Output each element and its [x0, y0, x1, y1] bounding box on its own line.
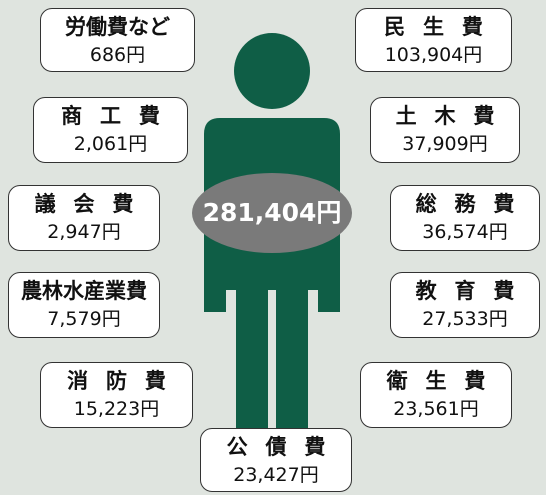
expense-box: 公債費 23,427円: [200, 428, 352, 492]
expense-box: 労働費など 686円: [40, 8, 195, 72]
expense-box: 民生費 103,904円: [355, 8, 512, 72]
expense-box: 消防費 15,223円: [40, 362, 193, 428]
expense-amount: 2,947円: [47, 221, 121, 243]
expense-label: 教育費: [415, 279, 533, 303]
expense-box: 農林水産業費 7,579円: [8, 272, 160, 338]
expense-label: 農林水産業費: [21, 279, 147, 303]
expense-amount: 36,574円: [422, 221, 508, 243]
expense-label: 衛生費: [386, 369, 504, 393]
expense-label: 労働費など: [65, 15, 170, 39]
total-ellipse: [192, 173, 352, 253]
expense-amount: 2,061円: [73, 133, 148, 155]
expense-label: 商工費: [61, 104, 178, 128]
total-amount: 281,404円: [202, 198, 342, 227]
expense-amount: 15,223円: [73, 398, 160, 420]
expense-amount: 23,427円: [233, 464, 319, 486]
expense-amount: 37,909円: [402, 133, 488, 155]
expense-amount: 686円: [89, 44, 146, 66]
expense-label: 消防費: [67, 369, 184, 393]
expense-amount: 27,533円: [422, 308, 508, 330]
expense-label: 土木費: [395, 104, 513, 128]
expense-amount: 23,561円: [393, 398, 479, 420]
expense-label: 民生費: [384, 15, 501, 39]
expense-box: 教育費 27,533円: [390, 272, 540, 338]
expense-label: 公債費: [226, 435, 344, 459]
expense-label: 議会費: [34, 192, 152, 216]
expense-box: 土木費 37,909円: [370, 97, 520, 163]
expense-box: 商工費 2,061円: [33, 97, 188, 163]
expense-amount: 7,579円: [47, 308, 121, 330]
expense-box: 総務費 36,574円: [390, 185, 540, 251]
expense-label: 総務費: [415, 192, 533, 216]
expense-box: 議会費 2,947円: [8, 185, 160, 251]
expense-box: 衛生費 23,561円: [360, 362, 512, 428]
expense-amount: 103,904円: [384, 44, 483, 66]
